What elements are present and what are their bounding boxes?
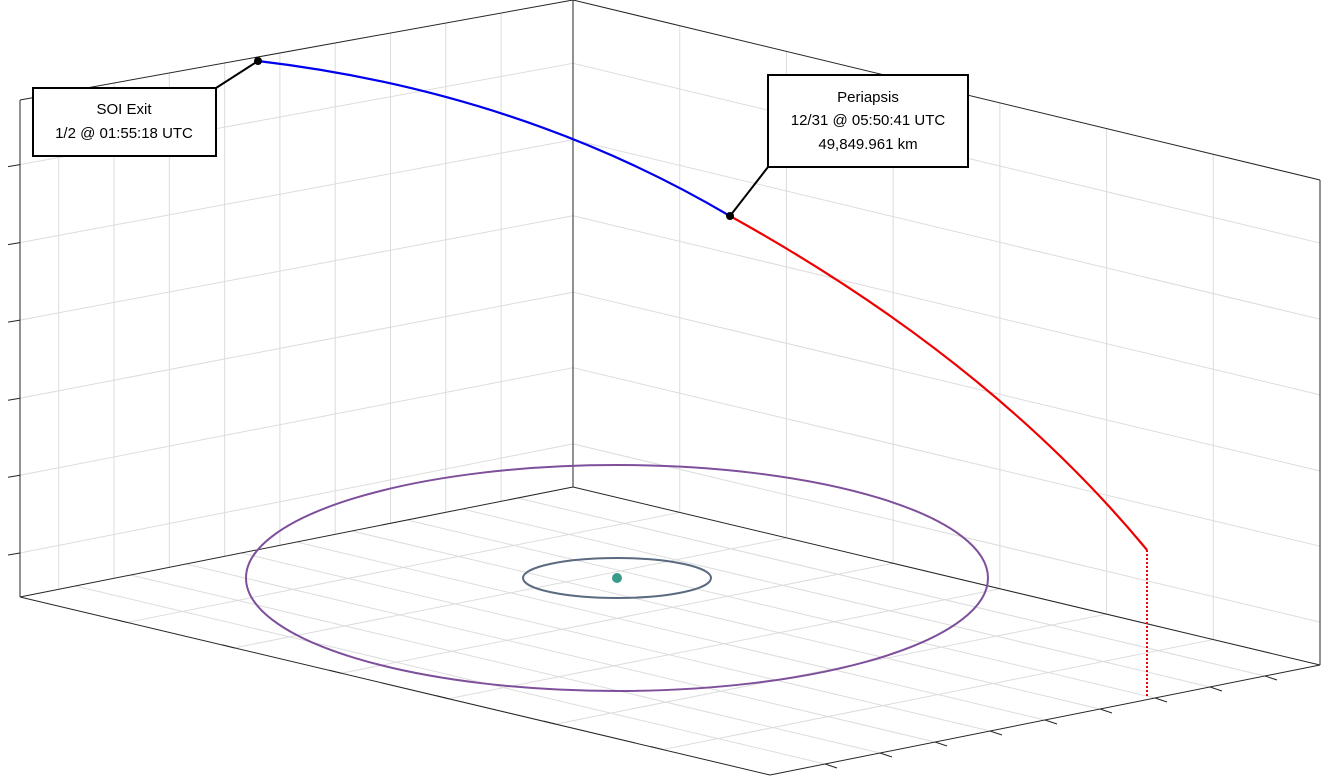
tick-mark <box>934 741 948 747</box>
tick-mark <box>1044 719 1058 725</box>
outbound-trajectory <box>257 59 731 217</box>
tick-mark <box>1209 686 1223 692</box>
outer-orbit <box>245 464 989 692</box>
annotation-box <box>32 87 217 157</box>
grid-line <box>296 541 1046 721</box>
grid-line <box>572 215 1321 396</box>
grid-line <box>75 585 826 765</box>
tick-mark <box>7 397 21 401</box>
axis-edge <box>19 0 574 101</box>
tick-mark <box>824 763 838 769</box>
annotation-line: 49,849.961 km <box>818 136 917 153</box>
tick-mark <box>650 746 663 751</box>
grid-line <box>572 367 1321 547</box>
leader-line <box>729 166 769 217</box>
grid-line <box>462 508 1211 688</box>
tick-mark <box>222 644 235 649</box>
grid-line <box>19 215 574 321</box>
tick-mark <box>7 474 21 478</box>
grid-line <box>406 519 1156 699</box>
annotation-line: Periapsis <box>837 89 899 106</box>
grid-line <box>130 574 881 754</box>
grid-line <box>19 443 574 554</box>
tick-mark <box>436 695 449 700</box>
tick-mark <box>1264 675 1278 681</box>
grid-line <box>241 552 991 732</box>
annotation-box <box>767 74 969 168</box>
grid-line <box>572 291 1321 472</box>
tick-mark <box>1099 708 1113 714</box>
annotation: Periapsis 12/31 @ 05:50:41 UTC 49,849.96… <box>767 74 969 168</box>
tick-mark <box>1154 697 1168 703</box>
grid-line <box>572 443 1321 623</box>
annotation-line: 1/2 @ 01:55:18 UTC <box>55 125 193 142</box>
tick-mark <box>7 319 21 323</box>
tick-mark <box>115 618 128 623</box>
inbound-trajectory <box>729 215 1148 551</box>
annotation-line: SOI Exit <box>96 101 152 118</box>
tick-mark <box>7 164 21 168</box>
axis-edge <box>572 486 1321 666</box>
annotation: SOI Exit 1/2 @ 01:55:18 UTC <box>32 87 217 157</box>
tick-mark <box>879 752 893 758</box>
tick-mark <box>7 242 21 246</box>
grid-line <box>351 530 1101 710</box>
grid-line <box>19 139 574 244</box>
tick-mark <box>543 720 556 725</box>
tick-mark <box>989 730 1003 736</box>
grid-line <box>572 139 1321 320</box>
event-point <box>726 212 734 220</box>
axis-edge <box>19 486 574 598</box>
grid-line <box>19 367 574 476</box>
axis-edge <box>19 596 771 776</box>
grid-line <box>19 291 574 399</box>
annotation-line: 12/31 @ 05:50:41 UTC <box>791 112 946 129</box>
leader-line <box>215 60 259 89</box>
central-body <box>612 573 622 583</box>
ticks <box>7 164 1278 769</box>
grid-line <box>185 563 936 743</box>
tick-mark <box>329 669 342 674</box>
grid-line <box>517 497 1266 677</box>
tick-mark <box>7 552 21 556</box>
inner-orbit <box>522 557 712 599</box>
event-point <box>254 57 262 65</box>
